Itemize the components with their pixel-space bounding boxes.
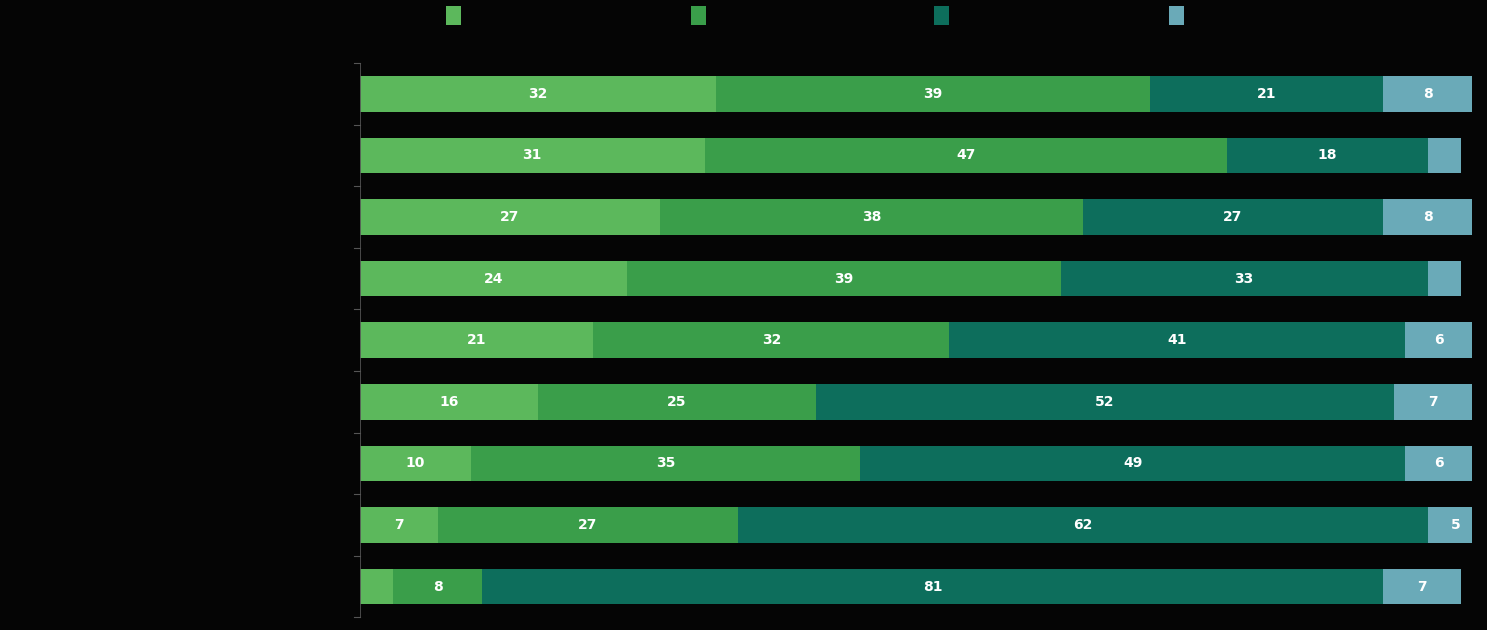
Bar [1405,323,1472,358]
Text: 25: 25 [668,395,687,409]
Bar [360,445,471,481]
Bar [816,384,1395,420]
Text: 7: 7 [394,518,403,532]
Bar [360,384,538,420]
Bar [705,137,1227,173]
Text: 27: 27 [500,210,519,224]
Bar [360,569,393,604]
Text: 35: 35 [656,456,675,471]
Bar [1395,384,1472,420]
Bar [715,76,1149,112]
Bar [1227,137,1428,173]
Bar [1405,445,1472,481]
Text: 8: 8 [433,580,443,593]
Bar [360,323,593,358]
Text: 7: 7 [1417,580,1428,593]
Bar [949,323,1405,358]
Text: 32: 32 [761,333,781,347]
Bar [360,507,437,543]
Bar [1383,199,1472,235]
Text: 21: 21 [1257,87,1276,101]
Text: 7: 7 [1429,395,1438,409]
Bar [593,323,949,358]
Bar [738,507,1428,543]
Text: 27: 27 [1224,210,1243,224]
Text: 5: 5 [1451,518,1460,532]
Bar [482,569,1383,604]
Text: 33: 33 [1234,272,1254,285]
Bar [360,137,705,173]
Text: 41: 41 [1167,333,1187,347]
Text: 6: 6 [1433,333,1444,347]
Bar [1428,507,1483,543]
Bar [1083,199,1383,235]
Bar [1428,137,1462,173]
Bar [1149,76,1383,112]
Bar [1383,76,1472,112]
Text: 49: 49 [1123,456,1142,471]
Text: 31: 31 [522,149,541,163]
Text: 39: 39 [923,87,943,101]
Text: 18: 18 [1317,149,1337,163]
Text: 47: 47 [956,149,975,163]
Bar [628,261,1060,297]
Text: 8: 8 [1423,210,1432,224]
Bar [1383,569,1462,604]
Bar [360,76,715,112]
Text: 21: 21 [467,333,486,347]
Bar [538,384,816,420]
Text: 6: 6 [1433,456,1444,471]
Bar [660,199,1083,235]
Text: 38: 38 [862,210,882,224]
Bar [360,261,628,297]
Bar [437,507,738,543]
Text: 10: 10 [406,456,425,471]
Text: 62: 62 [1074,518,1093,532]
Bar [393,569,482,604]
Text: 39: 39 [834,272,854,285]
Text: 32: 32 [528,87,547,101]
Text: 16: 16 [439,395,458,409]
Bar [1428,261,1462,297]
Text: 8: 8 [1423,87,1432,101]
Text: 52: 52 [1096,395,1115,409]
Bar [861,445,1405,481]
Text: 81: 81 [923,580,943,593]
Bar [360,199,660,235]
Bar [1060,261,1428,297]
Text: 24: 24 [483,272,503,285]
Text: 27: 27 [578,518,598,532]
Bar [471,445,861,481]
